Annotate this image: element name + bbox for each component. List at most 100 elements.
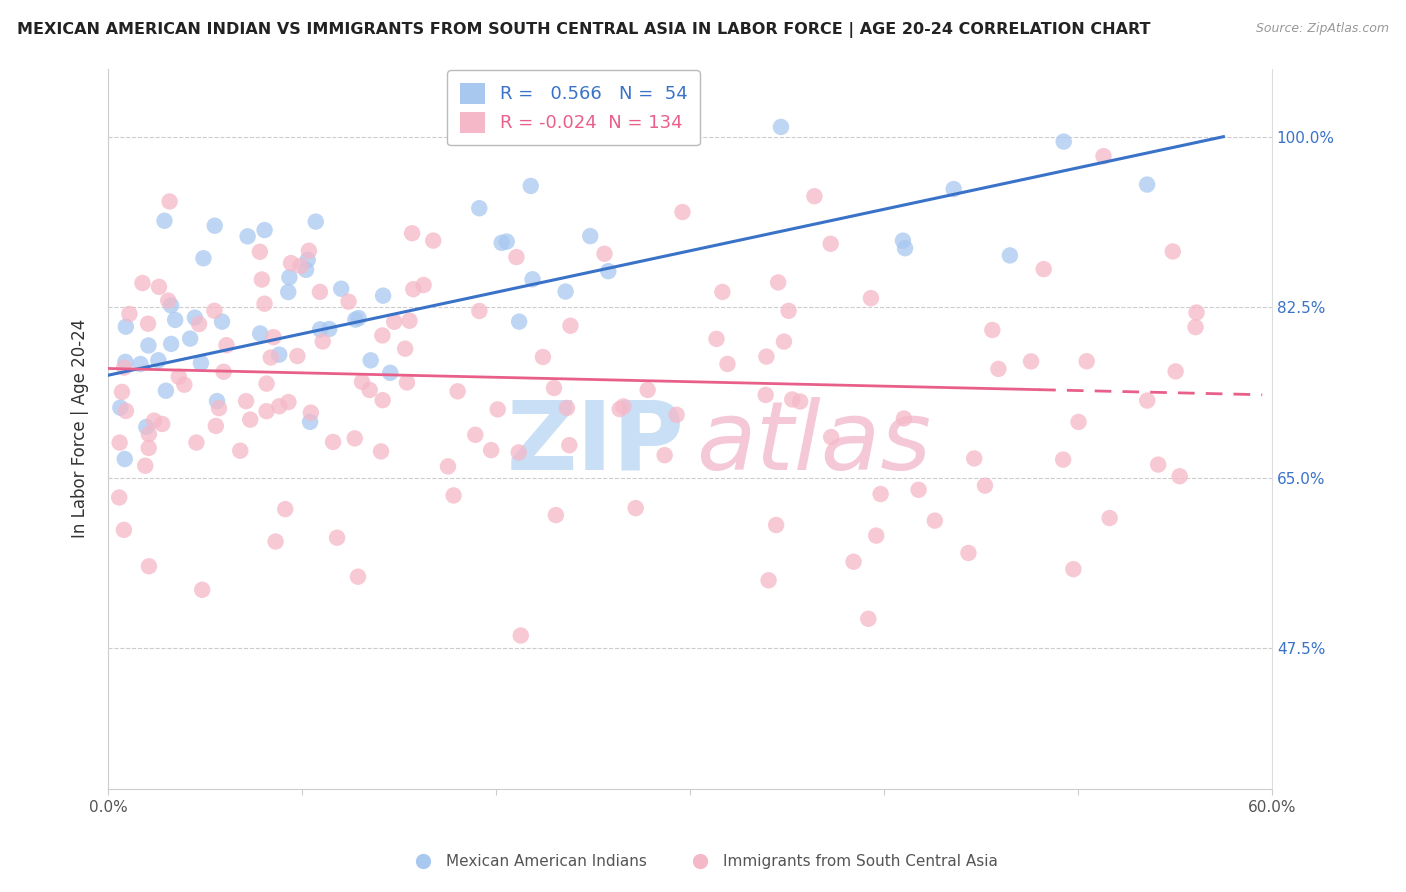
Point <box>157 293 180 308</box>
Point <box>138 338 160 352</box>
Point <box>305 214 328 228</box>
Point <box>269 399 291 413</box>
Point <box>1052 452 1074 467</box>
Point <box>974 478 997 492</box>
Point <box>1067 415 1090 429</box>
Point <box>637 383 659 397</box>
Point <box>143 414 166 428</box>
Point <box>186 435 208 450</box>
Point <box>820 430 842 444</box>
Point <box>148 280 170 294</box>
Text: MEXICAN AMERICAN INDIAN VS IMMIGRANTS FROM SOUTH CENTRAL ASIA IN LABOR FORCE | A: MEXICAN AMERICAN INDIAN VS IMMIGRANTS FR… <box>17 22 1150 38</box>
Point <box>239 412 262 426</box>
Point <box>544 508 567 522</box>
Point <box>924 514 946 528</box>
Point <box>758 574 780 588</box>
Point <box>446 384 468 399</box>
Point <box>347 570 370 584</box>
Point <box>543 381 565 395</box>
Point <box>842 555 865 569</box>
Point <box>780 392 803 407</box>
Y-axis label: In Labor Force | Age 20-24: In Labor Force | Age 20-24 <box>72 319 89 539</box>
Point <box>1076 354 1098 368</box>
Point <box>360 353 382 368</box>
Point <box>153 213 176 227</box>
Point <box>215 338 238 352</box>
Point <box>1136 393 1159 408</box>
Point <box>138 559 160 574</box>
Point <box>371 328 394 343</box>
Point <box>280 256 302 270</box>
Point <box>111 384 134 399</box>
Point <box>160 337 183 351</box>
Point <box>347 311 370 326</box>
Point <box>1161 244 1184 259</box>
Point <box>312 334 335 349</box>
Point <box>309 322 332 336</box>
Point <box>1019 354 1042 368</box>
Point <box>326 531 349 545</box>
Point <box>1164 364 1187 378</box>
Point <box>277 395 299 409</box>
Point <box>755 350 778 364</box>
Point <box>165 313 187 327</box>
Point <box>295 262 318 277</box>
Point <box>755 388 778 402</box>
Point <box>1053 135 1076 149</box>
Point <box>129 357 152 371</box>
Point <box>249 244 271 259</box>
Point <box>309 285 332 299</box>
Point <box>468 201 491 215</box>
Point <box>278 270 301 285</box>
Point <box>509 628 531 642</box>
Point <box>204 219 226 233</box>
Point <box>371 393 394 408</box>
Point <box>184 310 207 325</box>
Point <box>464 427 486 442</box>
Point <box>869 487 891 501</box>
Point <box>108 435 131 450</box>
Point <box>322 434 344 449</box>
Point <box>1136 178 1159 192</box>
Point <box>236 229 259 244</box>
Point <box>789 394 811 409</box>
Point <box>624 501 647 516</box>
Point <box>173 377 195 392</box>
Point <box>531 350 554 364</box>
Point <box>1092 149 1115 163</box>
Point <box>508 445 530 459</box>
Point <box>211 315 233 329</box>
Point <box>264 534 287 549</box>
Legend: Mexican American Indians, Immigrants from South Central Asia: Mexican American Indians, Immigrants fro… <box>402 848 1004 875</box>
Point <box>711 285 734 299</box>
Point <box>212 365 235 379</box>
Point <box>412 278 434 293</box>
Point <box>191 582 214 597</box>
Point <box>579 229 602 244</box>
Point <box>1184 320 1206 334</box>
Point <box>981 323 1004 337</box>
Point <box>155 384 177 398</box>
Point <box>229 443 252 458</box>
Point <box>495 235 517 249</box>
Point <box>437 459 460 474</box>
Point <box>179 332 201 346</box>
Point <box>359 383 381 397</box>
Point <box>891 234 914 248</box>
Point <box>205 418 228 433</box>
Point <box>1062 562 1084 576</box>
Point <box>150 417 173 431</box>
Point <box>108 491 131 505</box>
Point <box>593 247 616 261</box>
Point <box>253 223 276 237</box>
Point <box>277 285 299 299</box>
Point <box>706 332 728 346</box>
Point <box>654 448 676 462</box>
Point <box>160 298 183 312</box>
Point <box>159 194 181 209</box>
Point <box>1147 458 1170 472</box>
Point <box>112 360 135 375</box>
Point <box>190 356 212 370</box>
Point <box>202 303 225 318</box>
Point <box>380 366 402 380</box>
